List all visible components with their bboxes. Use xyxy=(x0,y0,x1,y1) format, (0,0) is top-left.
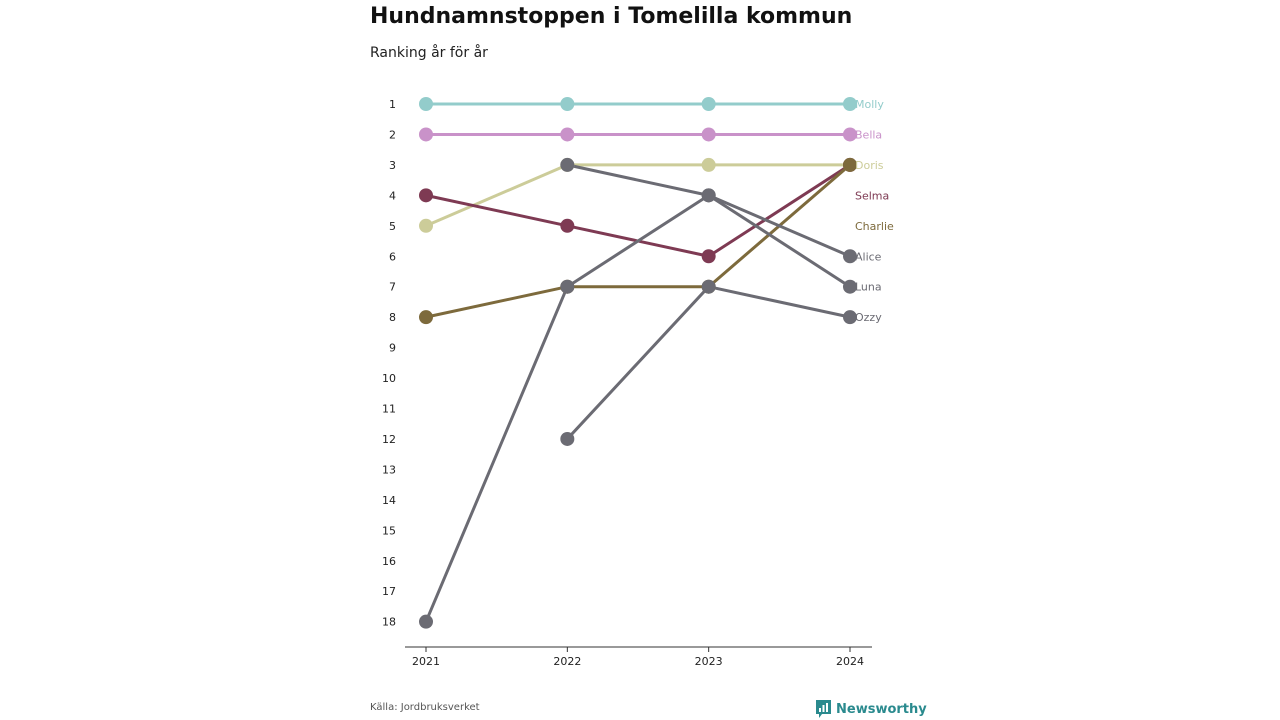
chart-subtitle: Ranking år för år xyxy=(370,45,488,61)
series-label-charlie: Charlie xyxy=(855,220,894,233)
x-tick-label: 2023 xyxy=(695,655,723,668)
data-point-charlie xyxy=(843,157,857,172)
data-point-ozzy xyxy=(560,431,575,446)
source-note: Källa: Jordbruksverket xyxy=(370,702,480,713)
series-label-alice: Alice xyxy=(855,250,882,263)
data-point-doris xyxy=(419,218,433,233)
data-point-selma xyxy=(419,188,433,203)
data-point-luna xyxy=(701,188,716,203)
data-point-alice xyxy=(843,249,857,264)
y-tick-label: 15 xyxy=(382,524,396,537)
y-tick-label: 7 xyxy=(389,281,396,294)
y-tick-label: 13 xyxy=(382,463,396,476)
data-point-ozzy xyxy=(701,279,716,294)
data-point-luna xyxy=(419,614,433,629)
series-label-ozzy: Ozzy xyxy=(855,311,882,324)
data-point-bella xyxy=(419,127,433,142)
newsworthy-brand[interactable]: Newsworthy xyxy=(816,700,927,718)
y-tick-label: 2 xyxy=(389,128,396,141)
y-tick-label: 9 xyxy=(389,342,396,355)
data-point-charlie xyxy=(419,310,433,325)
y-tick-label: 4 xyxy=(389,189,396,202)
data-point-selma xyxy=(701,249,716,264)
y-tick-label: 18 xyxy=(382,616,396,629)
y-tick-label: 5 xyxy=(389,220,396,233)
data-point-bella xyxy=(560,127,575,142)
series-label-molly: Molly xyxy=(855,98,884,111)
data-point-molly xyxy=(560,97,575,111)
y-tick-label: 3 xyxy=(389,159,396,172)
data-point-selma xyxy=(560,218,575,233)
data-point-bella xyxy=(843,127,857,142)
series-label-bella: Bella xyxy=(855,128,882,141)
series-line-luna xyxy=(424,193,852,624)
data-point-molly xyxy=(843,97,857,111)
x-tick-label: 2022 xyxy=(553,655,581,668)
data-point-molly xyxy=(701,97,716,111)
series-line-ozzy xyxy=(565,285,852,441)
y-tick-label: 11 xyxy=(382,403,396,416)
y-tick-label: 8 xyxy=(389,311,396,324)
data-point-alice xyxy=(560,157,575,172)
data-point-bella xyxy=(701,127,716,142)
data-point-ozzy xyxy=(843,310,857,325)
y-tick-label: 14 xyxy=(382,494,396,507)
y-tick-label: 17 xyxy=(382,585,396,598)
newsworthy-logo-icon xyxy=(816,700,831,718)
data-point-luna xyxy=(843,279,857,294)
data-point-doris xyxy=(701,157,716,172)
chart-title: Hundnamnstoppen i Tomelilla kommun xyxy=(370,4,853,29)
y-tick-label: 16 xyxy=(382,555,396,568)
series-label-selma: Selma xyxy=(855,189,889,202)
series-label-doris: Doris xyxy=(855,159,884,172)
y-tick-label: 1 xyxy=(389,98,396,111)
series-line-alice xyxy=(565,163,852,258)
data-point-luna xyxy=(560,279,575,294)
y-tick-label: 12 xyxy=(382,433,396,446)
brand-name: Newsworthy xyxy=(836,701,927,717)
y-tick-label: 10 xyxy=(382,372,396,385)
y-tick-label: 6 xyxy=(389,250,396,263)
x-tick-label: 2021 xyxy=(412,655,440,668)
series-label-luna: Luna xyxy=(855,281,882,294)
x-tick-label: 2024 xyxy=(836,655,864,668)
series-line-doris xyxy=(424,163,852,228)
data-point-molly xyxy=(419,97,433,111)
